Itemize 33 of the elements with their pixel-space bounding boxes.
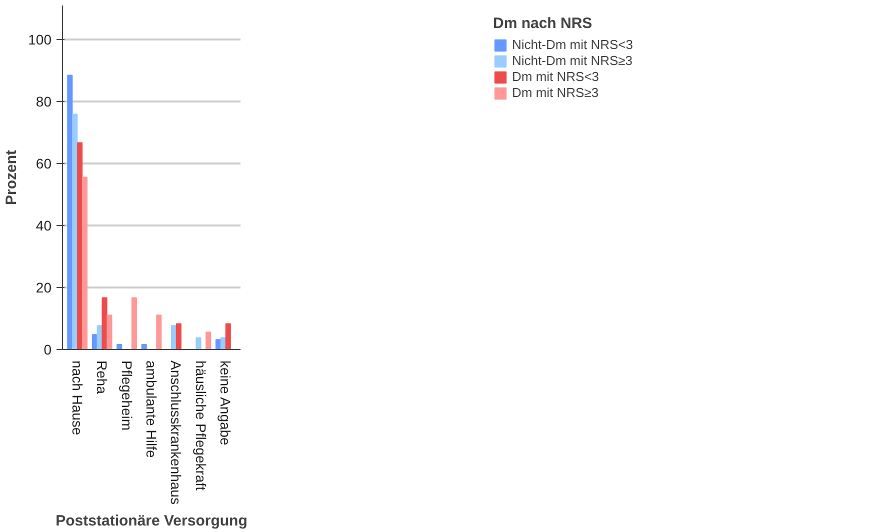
legend-title: Dm nach NRS [493, 15, 594, 32]
x-tick-label: Reha [94, 360, 110, 394]
bar [106, 314, 112, 350]
bar [196, 337, 202, 350]
bar [141, 344, 147, 350]
bar [67, 74, 73, 350]
y-tick-label: 0 [44, 342, 52, 358]
bar [176, 323, 182, 350]
bar [225, 323, 231, 350]
y-tick-label: 40 [36, 218, 52, 234]
x-axis-title: Poststationäre Versorgung [56, 512, 248, 530]
y-tick-label: 100 [28, 32, 52, 48]
bar [77, 142, 83, 350]
legend-label: Dm mit NRS<3 [512, 69, 600, 84]
bar [131, 297, 137, 350]
bar [82, 176, 88, 350]
bar [72, 114, 78, 350]
legend-label: Nicht-Dm mit NRS<3 [512, 37, 633, 52]
x-tick-label: ambulante Hilfe [144, 360, 160, 458]
x-tick-label: keine Angabe [218, 360, 234, 446]
x-tick-label: nach Hause [69, 360, 86, 436]
legend-label: Dm mit NRS≥3 [512, 85, 599, 100]
bar [116, 344, 122, 350]
x-tick-label: Anschlusskrankenhaus [168, 360, 184, 504]
y-tick-label: 60 [36, 156, 52, 172]
y-tick-label: 20 [36, 280, 52, 296]
bar [156, 314, 162, 350]
bar [206, 332, 212, 350]
y-tick-label: 80 [36, 94, 52, 110]
y-axis-title: Prozent [3, 150, 20, 205]
x-tick-label: häusliche Pflegekraft [192, 360, 209, 491]
legend-label: Nicht-Dm mit NRS≥3 [512, 53, 633, 68]
x-tick-label: Pflegeheim [118, 360, 135, 431]
